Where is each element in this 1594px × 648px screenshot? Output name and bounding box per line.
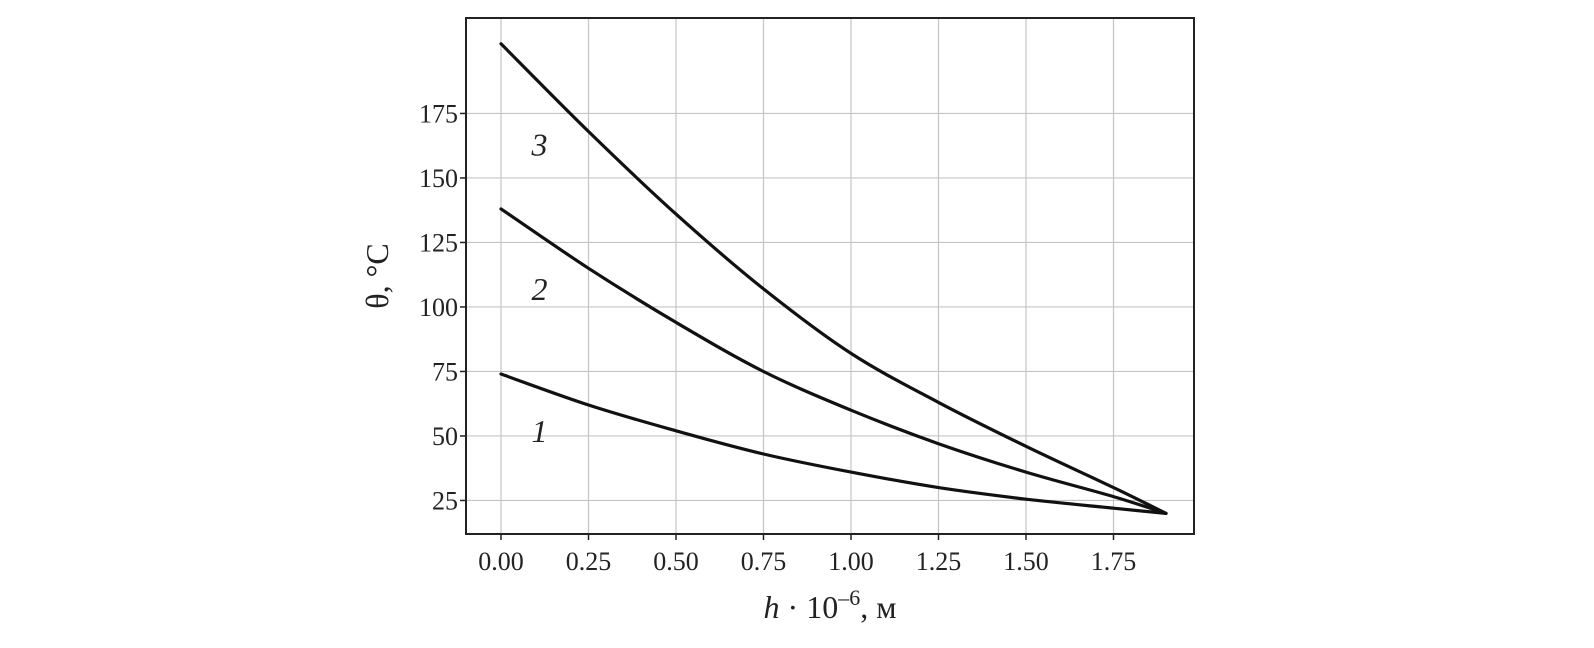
x-tick-label: 1.00: [828, 547, 874, 576]
y-axis-label: θ, °C: [359, 243, 395, 308]
y-tick-label: 75: [432, 357, 458, 386]
grid: [466, 18, 1194, 534]
x-tick-label: 1.50: [1003, 547, 1049, 576]
y-tick-labels: 25 50 75 100 125 150 175: [419, 99, 458, 515]
x-tick-label: 0.00: [478, 547, 524, 576]
x-tick-label: 1.25: [916, 547, 962, 576]
y-tick-label: 150: [419, 164, 458, 193]
plot-frame: [465, 17, 1195, 535]
x-tick-label: 1.75: [1091, 547, 1137, 576]
series-group: [499, 42, 1168, 515]
x-axis-label-mid: · 10: [780, 589, 839, 625]
x-axis-label-unit: , м: [860, 589, 896, 625]
y-tick-label: 125: [419, 228, 458, 257]
x-axis-label: h · 10–6, м: [764, 585, 897, 625]
series-line-3: [499, 42, 1168, 515]
y-tick-label: 175: [419, 99, 458, 128]
curve-label-2: 2: [532, 271, 548, 307]
series-line-2: [499, 207, 1168, 515]
y-tick-label: 100: [419, 293, 458, 322]
curve-label-1: 1: [532, 413, 548, 449]
curve-label-3: 3: [531, 126, 548, 162]
curve-labels: 1 2 3: [531, 126, 548, 448]
x-axis-label-exp: –6: [837, 585, 860, 610]
ticks: [460, 112, 1115, 540]
x-tick-labels: 0.00 0.25 0.50 0.75 1.00 1.25 1.50 1.75: [478, 547, 1136, 576]
x-tick-label: 0.50: [653, 547, 699, 576]
y-tick-label: 25: [432, 486, 458, 515]
y-tick-label: 50: [432, 422, 458, 451]
x-tick-label: 0.25: [566, 547, 612, 576]
x-axis-label-var: h: [764, 589, 780, 625]
series-line-1: [499, 372, 1168, 515]
x-tick-label: 0.75: [741, 547, 787, 576]
